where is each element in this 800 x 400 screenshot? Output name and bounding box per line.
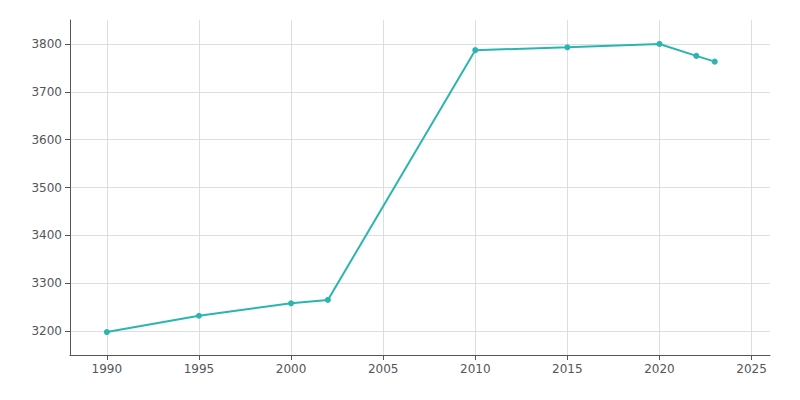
svg-text:3300: 3300	[31, 276, 62, 290]
svg-text:3700: 3700	[31, 85, 62, 99]
svg-text:3500: 3500	[31, 181, 62, 195]
svg-text:2015: 2015	[552, 362, 583, 376]
svg-text:2005: 2005	[368, 362, 399, 376]
svg-text:1995: 1995	[184, 362, 215, 376]
svg-text:3200: 3200	[31, 324, 62, 338]
svg-text:1990: 1990	[92, 362, 123, 376]
svg-text:2025: 2025	[736, 362, 767, 376]
svg-text:2010: 2010	[460, 362, 491, 376]
svg-text:3800: 3800	[31, 37, 62, 51]
svg-text:2020: 2020	[644, 362, 675, 376]
svg-text:2000: 2000	[276, 362, 307, 376]
svg-text:3600: 3600	[31, 133, 62, 147]
svg-text:3400: 3400	[31, 228, 62, 242]
